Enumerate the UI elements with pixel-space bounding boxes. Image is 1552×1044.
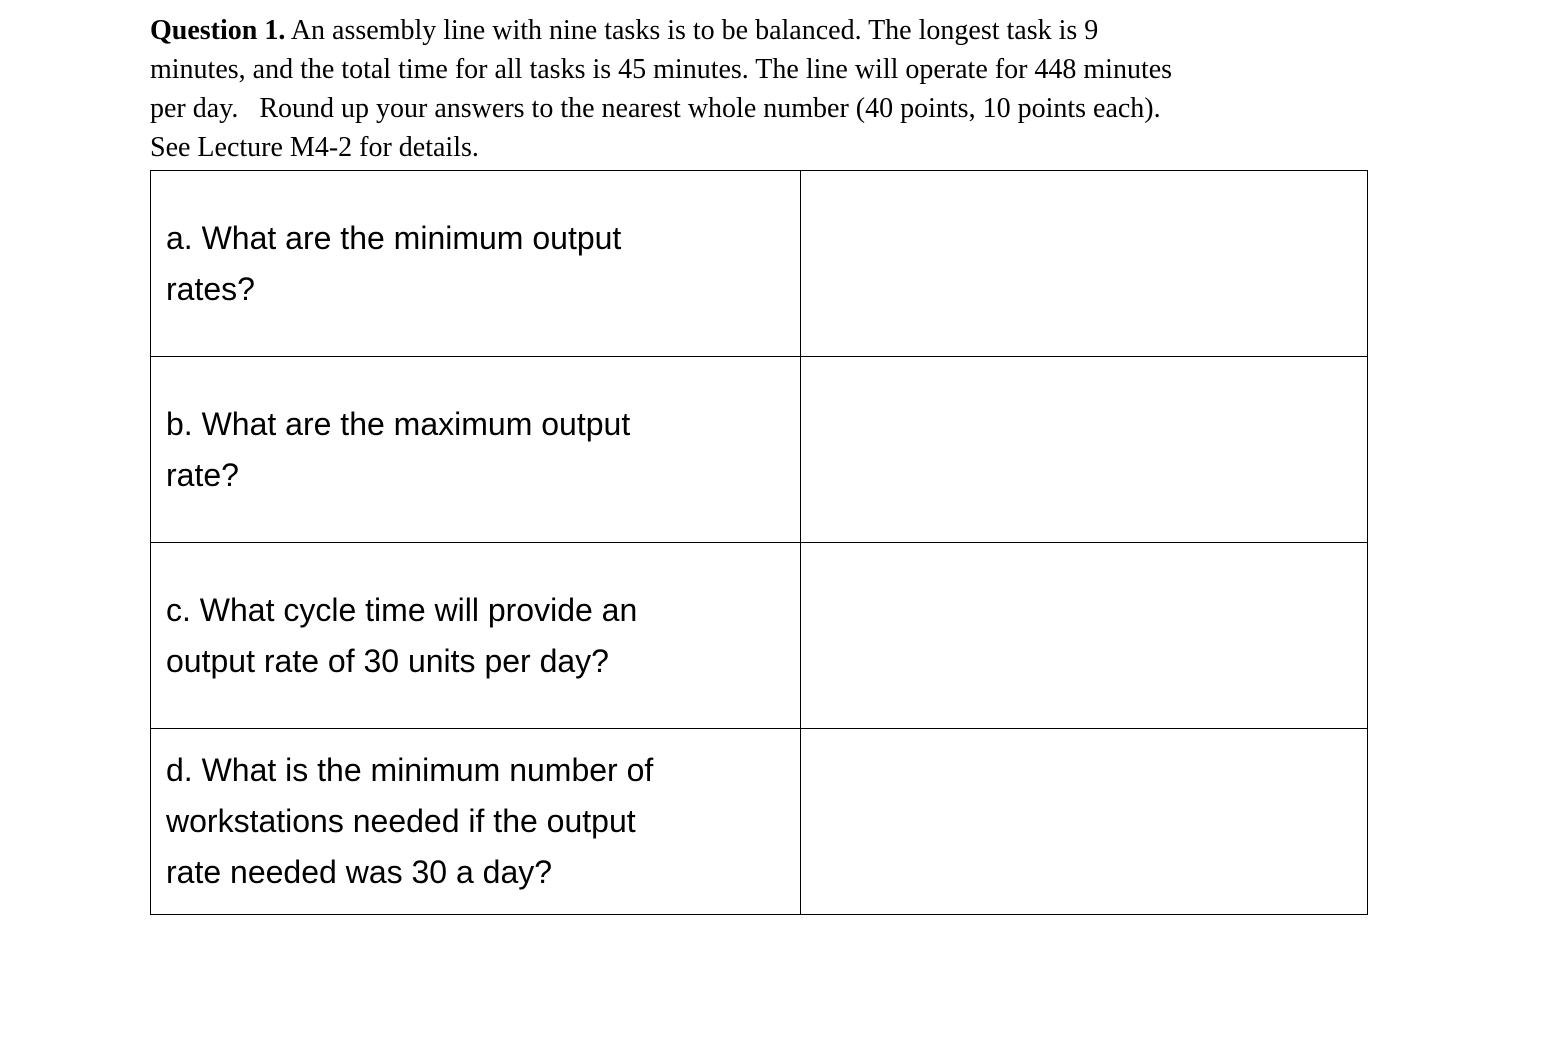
- intro-line: Question 1. An assembly line with nine t…: [150, 11, 1370, 50]
- question-text: b. What are the maximum output: [166, 405, 631, 442]
- question-cell-c: c. What cycle time will provide an outpu…: [150, 542, 801, 729]
- question-cell-a: a. What are the minimum output rates?: [150, 170, 801, 357]
- question-text: rate?: [166, 456, 239, 493]
- answer-cell-a[interactable]: [800, 170, 1368, 357]
- question-text: rates?: [166, 270, 255, 307]
- question-text: output rate of 30 units per day?: [166, 642, 609, 679]
- answer-cell-c[interactable]: [800, 542, 1368, 729]
- question-text: c. What cycle time will provide an: [166, 591, 638, 628]
- intro-text: An assembly line with nine tasks is to b…: [285, 15, 1099, 46]
- question-text: rate needed was 30 a day?: [166, 854, 553, 890]
- table-row: b. What are the maximum output rate?: [150, 356, 1368, 543]
- answer-cell-b[interactable]: [800, 356, 1368, 543]
- answer-table: a. What are the minimum output rates? b.…: [150, 170, 1368, 915]
- question-text: d. What is the minimum number of: [166, 752, 654, 788]
- question-intro: Question 1. An assembly line with nine t…: [150, 11, 1370, 167]
- intro-line: per day. Round up your answers to the ne…: [150, 93, 1161, 124]
- table-row: c. What cycle time will provide an outpu…: [150, 542, 1368, 729]
- intro-line: minutes, and the total time for all task…: [150, 54, 1173, 85]
- answer-cell-d[interactable]: [800, 728, 1368, 915]
- question-label: Question 1.: [150, 15, 286, 46]
- question-cell-b: b. What are the maximum output rate?: [150, 356, 801, 543]
- question-cell-d: d. What is the minimum number of worksta…: [150, 728, 801, 915]
- question-text: workstations needed if the output: [166, 803, 636, 839]
- table-row: d. What is the minimum number of worksta…: [150, 728, 1368, 915]
- question-text: a. What are the minimum output: [166, 219, 622, 256]
- intro-line: See Lecture M4-2 for details.: [150, 132, 479, 163]
- table-row: a. What are the minimum output rates?: [150, 170, 1368, 357]
